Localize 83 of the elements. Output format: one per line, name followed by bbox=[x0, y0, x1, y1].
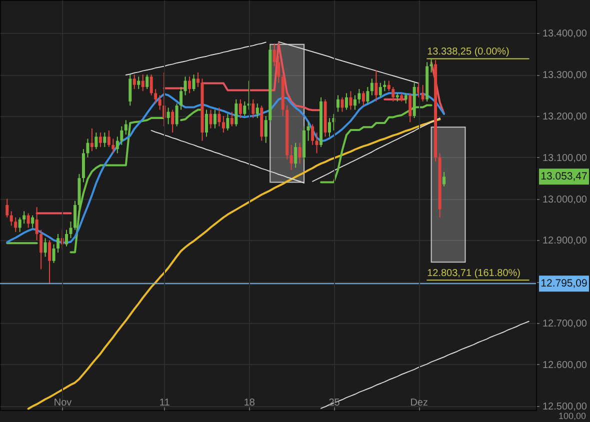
candlestick bbox=[40, 229, 43, 270]
candlestick bbox=[146, 74, 149, 90]
candlestick bbox=[52, 244, 56, 264]
candlestick bbox=[298, 142, 302, 164]
text: 100,00 bbox=[558, 411, 586, 421]
candlestick bbox=[290, 144, 293, 170]
candlestick bbox=[10, 210, 13, 226]
candlestick bbox=[370, 78, 374, 96]
y-tick-label: 13.200,00 bbox=[542, 111, 588, 122]
y-tick-label: 13.400,00 bbox=[542, 28, 588, 40]
candlestick bbox=[128, 74, 132, 106]
candlestick bbox=[404, 92, 408, 104]
line-series bbox=[312, 118, 440, 182]
y-tick-label: 12.700,00 bbox=[542, 318, 588, 330]
candlestick bbox=[65, 229, 68, 247]
y-tick-label: 12.900,00 bbox=[542, 236, 588, 247]
candlestick bbox=[196, 72, 200, 88]
candlestick bbox=[349, 90, 352, 110]
candlestick bbox=[18, 216, 22, 232]
candlestick bbox=[408, 92, 412, 123]
x-tick-label: 18 bbox=[244, 398, 256, 408]
candlestick bbox=[218, 107, 221, 127]
candlestick bbox=[358, 88, 361, 104]
x-tick-label: Nov bbox=[54, 398, 72, 408]
candlestick bbox=[366, 86, 370, 104]
series-label: 12.803,71 (161.80%) bbox=[427, 268, 520, 280]
candlestick bbox=[6, 198, 9, 218]
candlestick bbox=[328, 118, 332, 138]
candlestick bbox=[340, 96, 344, 112]
candlestick bbox=[336, 94, 340, 112]
y-tick-label: 13.100,00 bbox=[542, 152, 588, 164]
candlestick bbox=[226, 113, 230, 131]
candlestick bbox=[392, 86, 395, 102]
ref-line-label: 12.795,09 bbox=[540, 278, 588, 290]
candlestick bbox=[230, 111, 234, 127]
x-tick-label: Dez bbox=[410, 398, 428, 408]
series-label: 13.338,25 (0.00%) bbox=[427, 46, 510, 58]
candlestick bbox=[26, 212, 30, 228]
candlestick bbox=[188, 76, 192, 94]
candlestick bbox=[344, 92, 348, 110]
candlestick bbox=[315, 132, 318, 154]
candlestick bbox=[306, 122, 310, 142]
line-series bbox=[320, 320, 530, 409]
candlestick bbox=[180, 86, 183, 110]
candlestick bbox=[44, 238, 47, 258]
candlestick bbox=[204, 109, 208, 138]
candlestick bbox=[213, 109, 216, 129]
y-tick-label: 13.300,00 bbox=[542, 70, 588, 82]
candlestick bbox=[442, 171, 446, 187]
candlestick bbox=[154, 88, 158, 104]
candlestick bbox=[311, 124, 314, 146]
candlestick bbox=[387, 80, 390, 92]
candlestick bbox=[158, 94, 162, 110]
candlestick bbox=[171, 109, 174, 134]
line-series bbox=[150, 130, 305, 184]
candlestick bbox=[150, 74, 153, 96]
candlestick bbox=[383, 80, 386, 92]
candlestick bbox=[132, 74, 136, 90]
candlestick bbox=[184, 76, 187, 96]
candlestick bbox=[56, 233, 60, 254]
candlestick bbox=[137, 76, 140, 90]
candlestick bbox=[378, 82, 382, 98]
x-tick-label: 11 bbox=[159, 398, 170, 408]
candlestick bbox=[141, 74, 144, 92]
candlestick bbox=[48, 240, 52, 284]
y-tick-label: 12.600,00 bbox=[542, 360, 588, 371]
candlestick bbox=[209, 109, 212, 129]
y-tick-label: 13.000,00 bbox=[542, 194, 588, 206]
candlestick bbox=[362, 90, 365, 106]
candlestick bbox=[14, 216, 18, 232]
candlestick bbox=[192, 74, 196, 92]
candlestick bbox=[294, 142, 298, 168]
candlestick bbox=[353, 94, 356, 110]
candlestick bbox=[31, 214, 34, 228]
candlestick bbox=[22, 210, 26, 224]
candlestick bbox=[374, 70, 378, 102]
candlestick bbox=[35, 206, 38, 241]
candlestick bbox=[166, 107, 170, 125]
candlestick bbox=[222, 115, 225, 134]
candlestick bbox=[264, 115, 268, 144]
y-tick-label: 12.500,00 bbox=[542, 401, 588, 412]
text: 13.053,47 bbox=[540, 170, 588, 183]
candlestick bbox=[421, 84, 424, 102]
